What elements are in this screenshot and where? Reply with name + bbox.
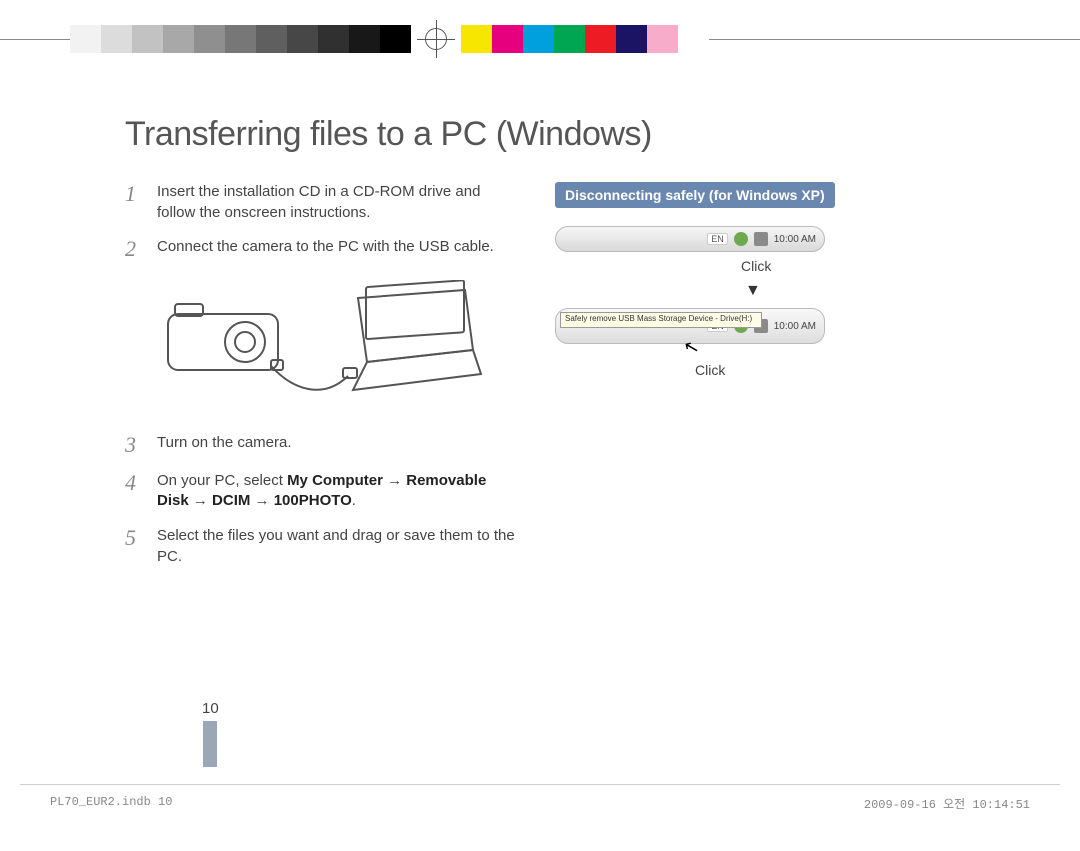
page-content: Transferring files to a PC (Windows) 1 I… (125, 115, 955, 581)
step-text: Connect the camera to the PC with the US… (157, 237, 494, 260)
step-1: 1 Insert the installation CD in a CD-ROM… (125, 182, 515, 223)
right-column: Disconnecting safely (for Windows XP) EN… (555, 182, 935, 581)
step-5: 5 Select the files you want and drag or … (125, 526, 515, 567)
footer-divider (20, 784, 1060, 785)
tray-clock: 10:00 AM (774, 234, 816, 245)
reg-line (709, 39, 1080, 40)
click-label: Click (695, 362, 935, 378)
swatch (225, 25, 256, 53)
page-number-block: 10 (202, 700, 219, 767)
swatch (647, 25, 678, 53)
tray-icon (754, 232, 768, 246)
camera-laptop-illustration (153, 280, 483, 410)
swatch (70, 25, 101, 53)
step-4: 4 On your PC, select My Computer → Remov… (125, 471, 515, 512)
swatch (101, 25, 132, 53)
taskbar-mock: EN 10:00 AM (555, 226, 825, 252)
footer-filename: PL70_EUR2.indb 10 (50, 795, 172, 809)
down-arrow-icon: ▼ (745, 282, 935, 300)
color-swatches (461, 25, 709, 53)
reg-line (0, 39, 70, 40)
swatch (256, 25, 287, 53)
tray-lang-badge: EN (707, 233, 728, 245)
grayscale-swatches (70, 25, 411, 53)
step-number: 1 (125, 182, 141, 223)
callout-title: Disconnecting safely (for Windows XP) (555, 182, 835, 208)
step-text: Turn on the camera. (157, 433, 292, 456)
printer-registration-bar (0, 22, 1080, 56)
swatch (163, 25, 194, 53)
swatch (461, 25, 492, 53)
swatch (380, 25, 411, 53)
step-number: 4 (125, 471, 141, 512)
balloon-tooltip: Safely remove USB Mass Storage Device - … (560, 312, 762, 328)
registration-cross-icon (417, 20, 455, 58)
cursor-icon: ↖ (682, 335, 702, 359)
swatch (318, 25, 349, 53)
swatch (194, 25, 225, 53)
swatch (287, 25, 318, 53)
step-text: Insert the installation CD in a CD-ROM d… (157, 182, 515, 223)
step-number: 2 (125, 237, 141, 260)
swatch (132, 25, 163, 53)
swatch (523, 25, 554, 53)
swatch (585, 25, 616, 53)
step-number: 3 (125, 433, 141, 456)
page-tab-marker (203, 721, 217, 767)
page-title: Transferring files to a PC (Windows) (125, 115, 955, 154)
footer-timestamp: 2009-09-16 오전 10:14:51 (864, 795, 1030, 812)
step-2: 2 Connect the camera to the PC with the … (125, 237, 515, 260)
tray-clock: 10:00 AM (774, 321, 816, 332)
swatch (554, 25, 585, 53)
safely-remove-icon (734, 232, 748, 246)
swatch (349, 25, 380, 53)
page-number: 10 (202, 700, 219, 717)
step-text: Select the files you want and drag or sa… (157, 526, 515, 567)
step-number: 5 (125, 526, 141, 567)
swatch (492, 25, 523, 53)
left-column: 1 Insert the installation CD in a CD-ROM… (125, 182, 515, 581)
step-3: 3 Turn on the camera. (125, 433, 515, 456)
taskbar-balloon-mock: Safely remove USB Mass Storage Device - … (555, 308, 825, 344)
swatch (616, 25, 647, 53)
step-text: On your PC, select My Computer → Removab… (157, 471, 515, 512)
swatch (678, 25, 709, 53)
click-label: Click (741, 258, 935, 274)
